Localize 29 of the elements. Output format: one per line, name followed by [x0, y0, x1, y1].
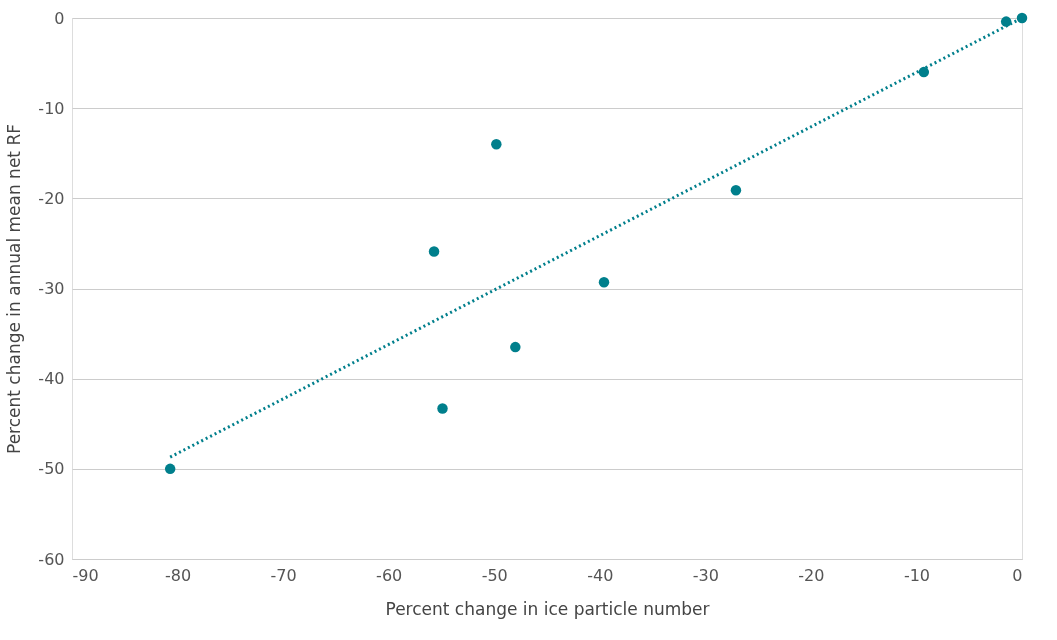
x-tick-label: -50 [481, 565, 508, 585]
x-tick-label: -60 [376, 565, 403, 585]
x-tick-label: -10 [903, 565, 931, 585]
y-axis-title: Percent change in annual mean net RF [4, 123, 25, 455]
x-tick-label: -90 [72, 565, 99, 585]
y-tick-label: -10 [38, 98, 65, 118]
x-axis-title: Percent change in ice particle number [385, 598, 710, 619]
point [730, 184, 742, 196]
y-tick-label: -50 [38, 459, 65, 479]
point [428, 246, 440, 257]
x-tick-label: -30 [692, 565, 719, 585]
x-tick-label: -20 [798, 565, 825, 585]
x-tick-label: -70 [270, 565, 297, 585]
point [1016, 12, 1028, 24]
y-tick-label: 0 [54, 8, 65, 28]
y-tick-label: -20 [38, 188, 65, 208]
x-tick-label: 0 [1012, 565, 1023, 585]
point [164, 463, 176, 475]
point [437, 403, 448, 414]
point [491, 139, 502, 150]
y-tick-label: -60 [38, 549, 65, 569]
point [598, 276, 610, 288]
point [1000, 16, 1012, 27]
x-tick-label: -40 [587, 565, 614, 585]
y-tick-label: -30 [38, 279, 65, 298]
y-tick-label: -40 [38, 369, 65, 389]
point [510, 341, 521, 353]
point [918, 66, 930, 78]
x-tick-label: -80 [164, 565, 192, 585]
